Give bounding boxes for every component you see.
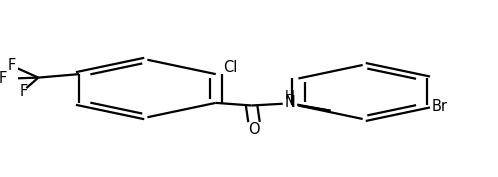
Text: F: F — [8, 58, 16, 73]
Text: F: F — [0, 71, 6, 86]
Text: Br: Br — [432, 99, 448, 114]
Text: Cl: Cl — [223, 60, 237, 75]
Text: H: H — [285, 89, 295, 102]
Text: F: F — [20, 84, 28, 99]
Text: N: N — [284, 95, 295, 110]
Text: O: O — [248, 121, 260, 136]
